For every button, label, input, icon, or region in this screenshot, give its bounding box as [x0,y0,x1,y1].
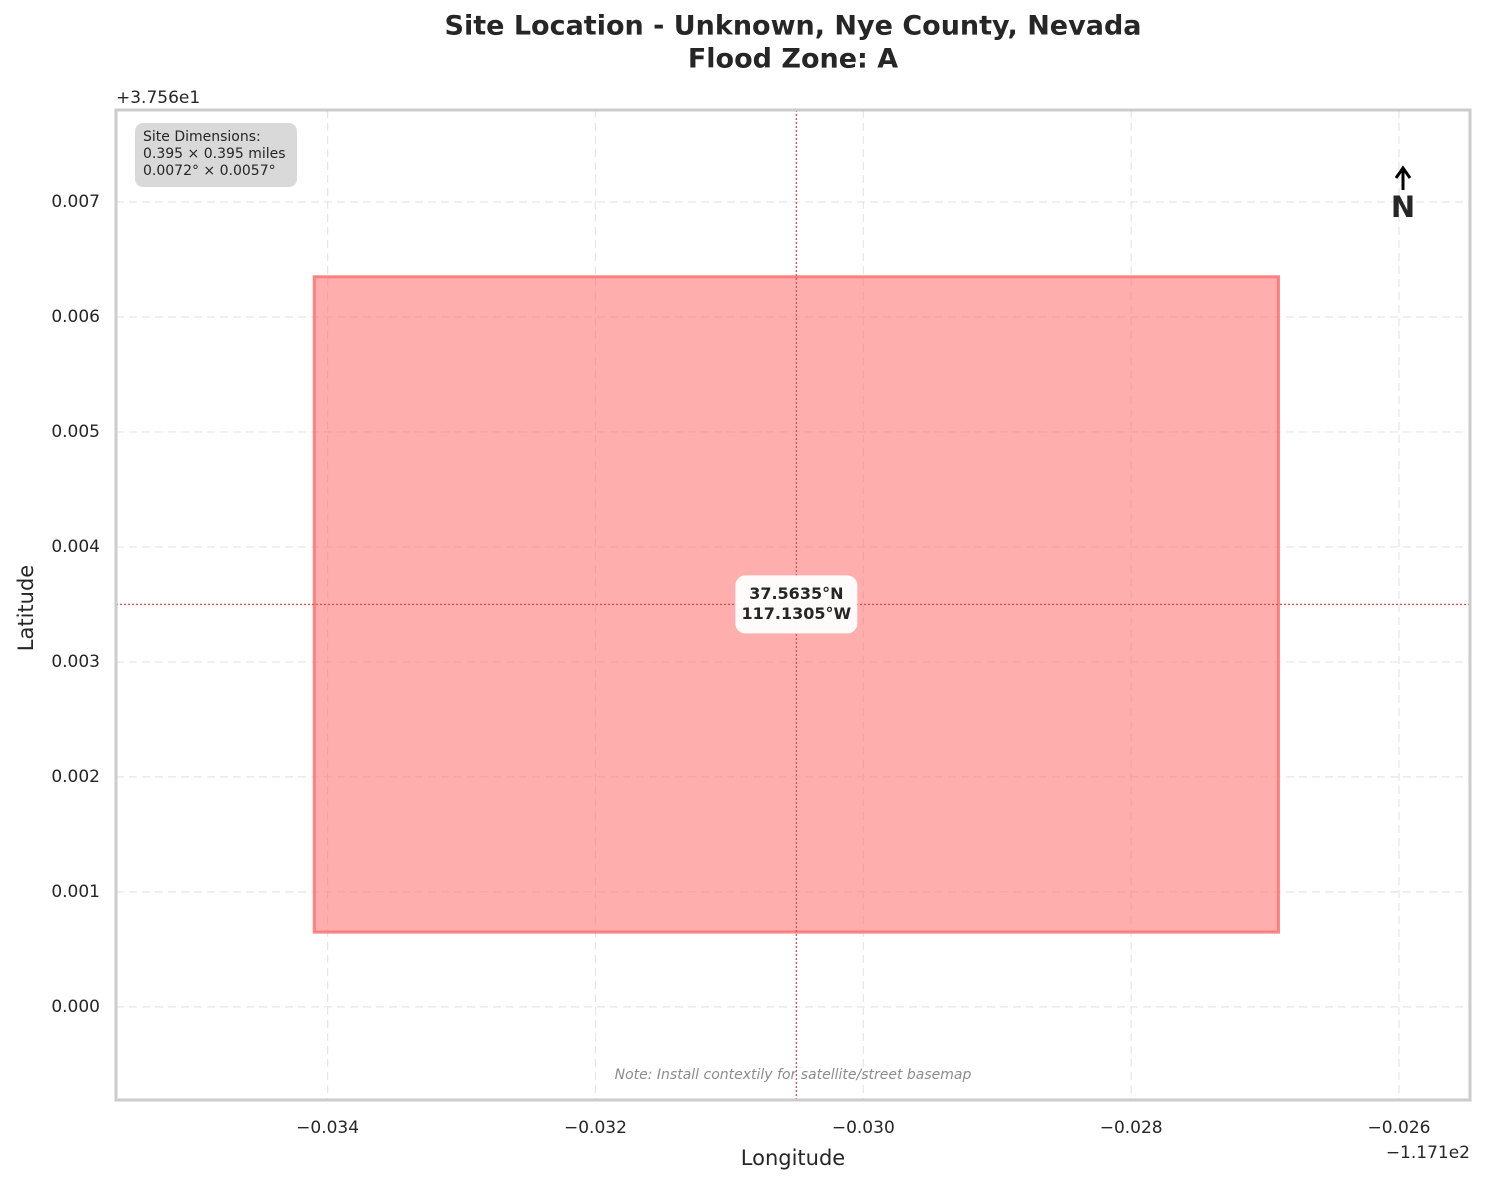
y-tick-label: 0.006 [51,307,100,327]
plot-area: −0.034 −0.032 −0.030 −0.028 −0.026 0.000 0.001… [51,108,1472,1138]
x-tick-label: −0.026 [1368,1118,1431,1138]
y-axis-label: Latitude [14,565,38,651]
y-tick-label: 0.007 [51,192,100,212]
x-tick-label: −0.032 [564,1118,627,1138]
x-tick-label: −0.028 [1100,1118,1163,1138]
dimensions-text: Site Dimensions: [143,129,261,145]
north-label: N [1391,190,1415,224]
y-tick-label: 0.001 [51,882,100,902]
y-tick-label: 0.003 [51,652,100,672]
x-tick-label: −0.030 [832,1118,895,1138]
y-tick-label: 0.000 [51,997,100,1017]
chart-title: Flood Zone: A [688,44,898,75]
x-offset: −1.171e2 [1386,1143,1470,1163]
y-tick-label: 0.002 [51,767,100,787]
north-arrow-head [1394,165,1412,179]
x-axis-label: Longitude [741,1146,845,1170]
dimensions-box [135,123,297,187]
center-label: 37.5635°N [749,584,843,603]
axes-frame [114,108,1472,1102]
chart-title: Site Location - Unknown, Nye County, Nev… [445,11,1142,42]
y-tick-label: 0.005 [51,422,100,442]
center-label-box [735,575,858,634]
y-tick-label: 0.004 [51,537,100,557]
x-tick-label: −0.034 [296,1118,359,1138]
dimensions-text: 0.0072° × 0.0057° [143,163,276,179]
dimensions-text: 0.395 × 0.395 miles [143,146,286,162]
center-label: 117.1305°W [742,604,852,623]
y-offset: +3.756e1 [116,88,200,108]
note: Note: Install contextily for satellite/s… [615,1067,972,1083]
